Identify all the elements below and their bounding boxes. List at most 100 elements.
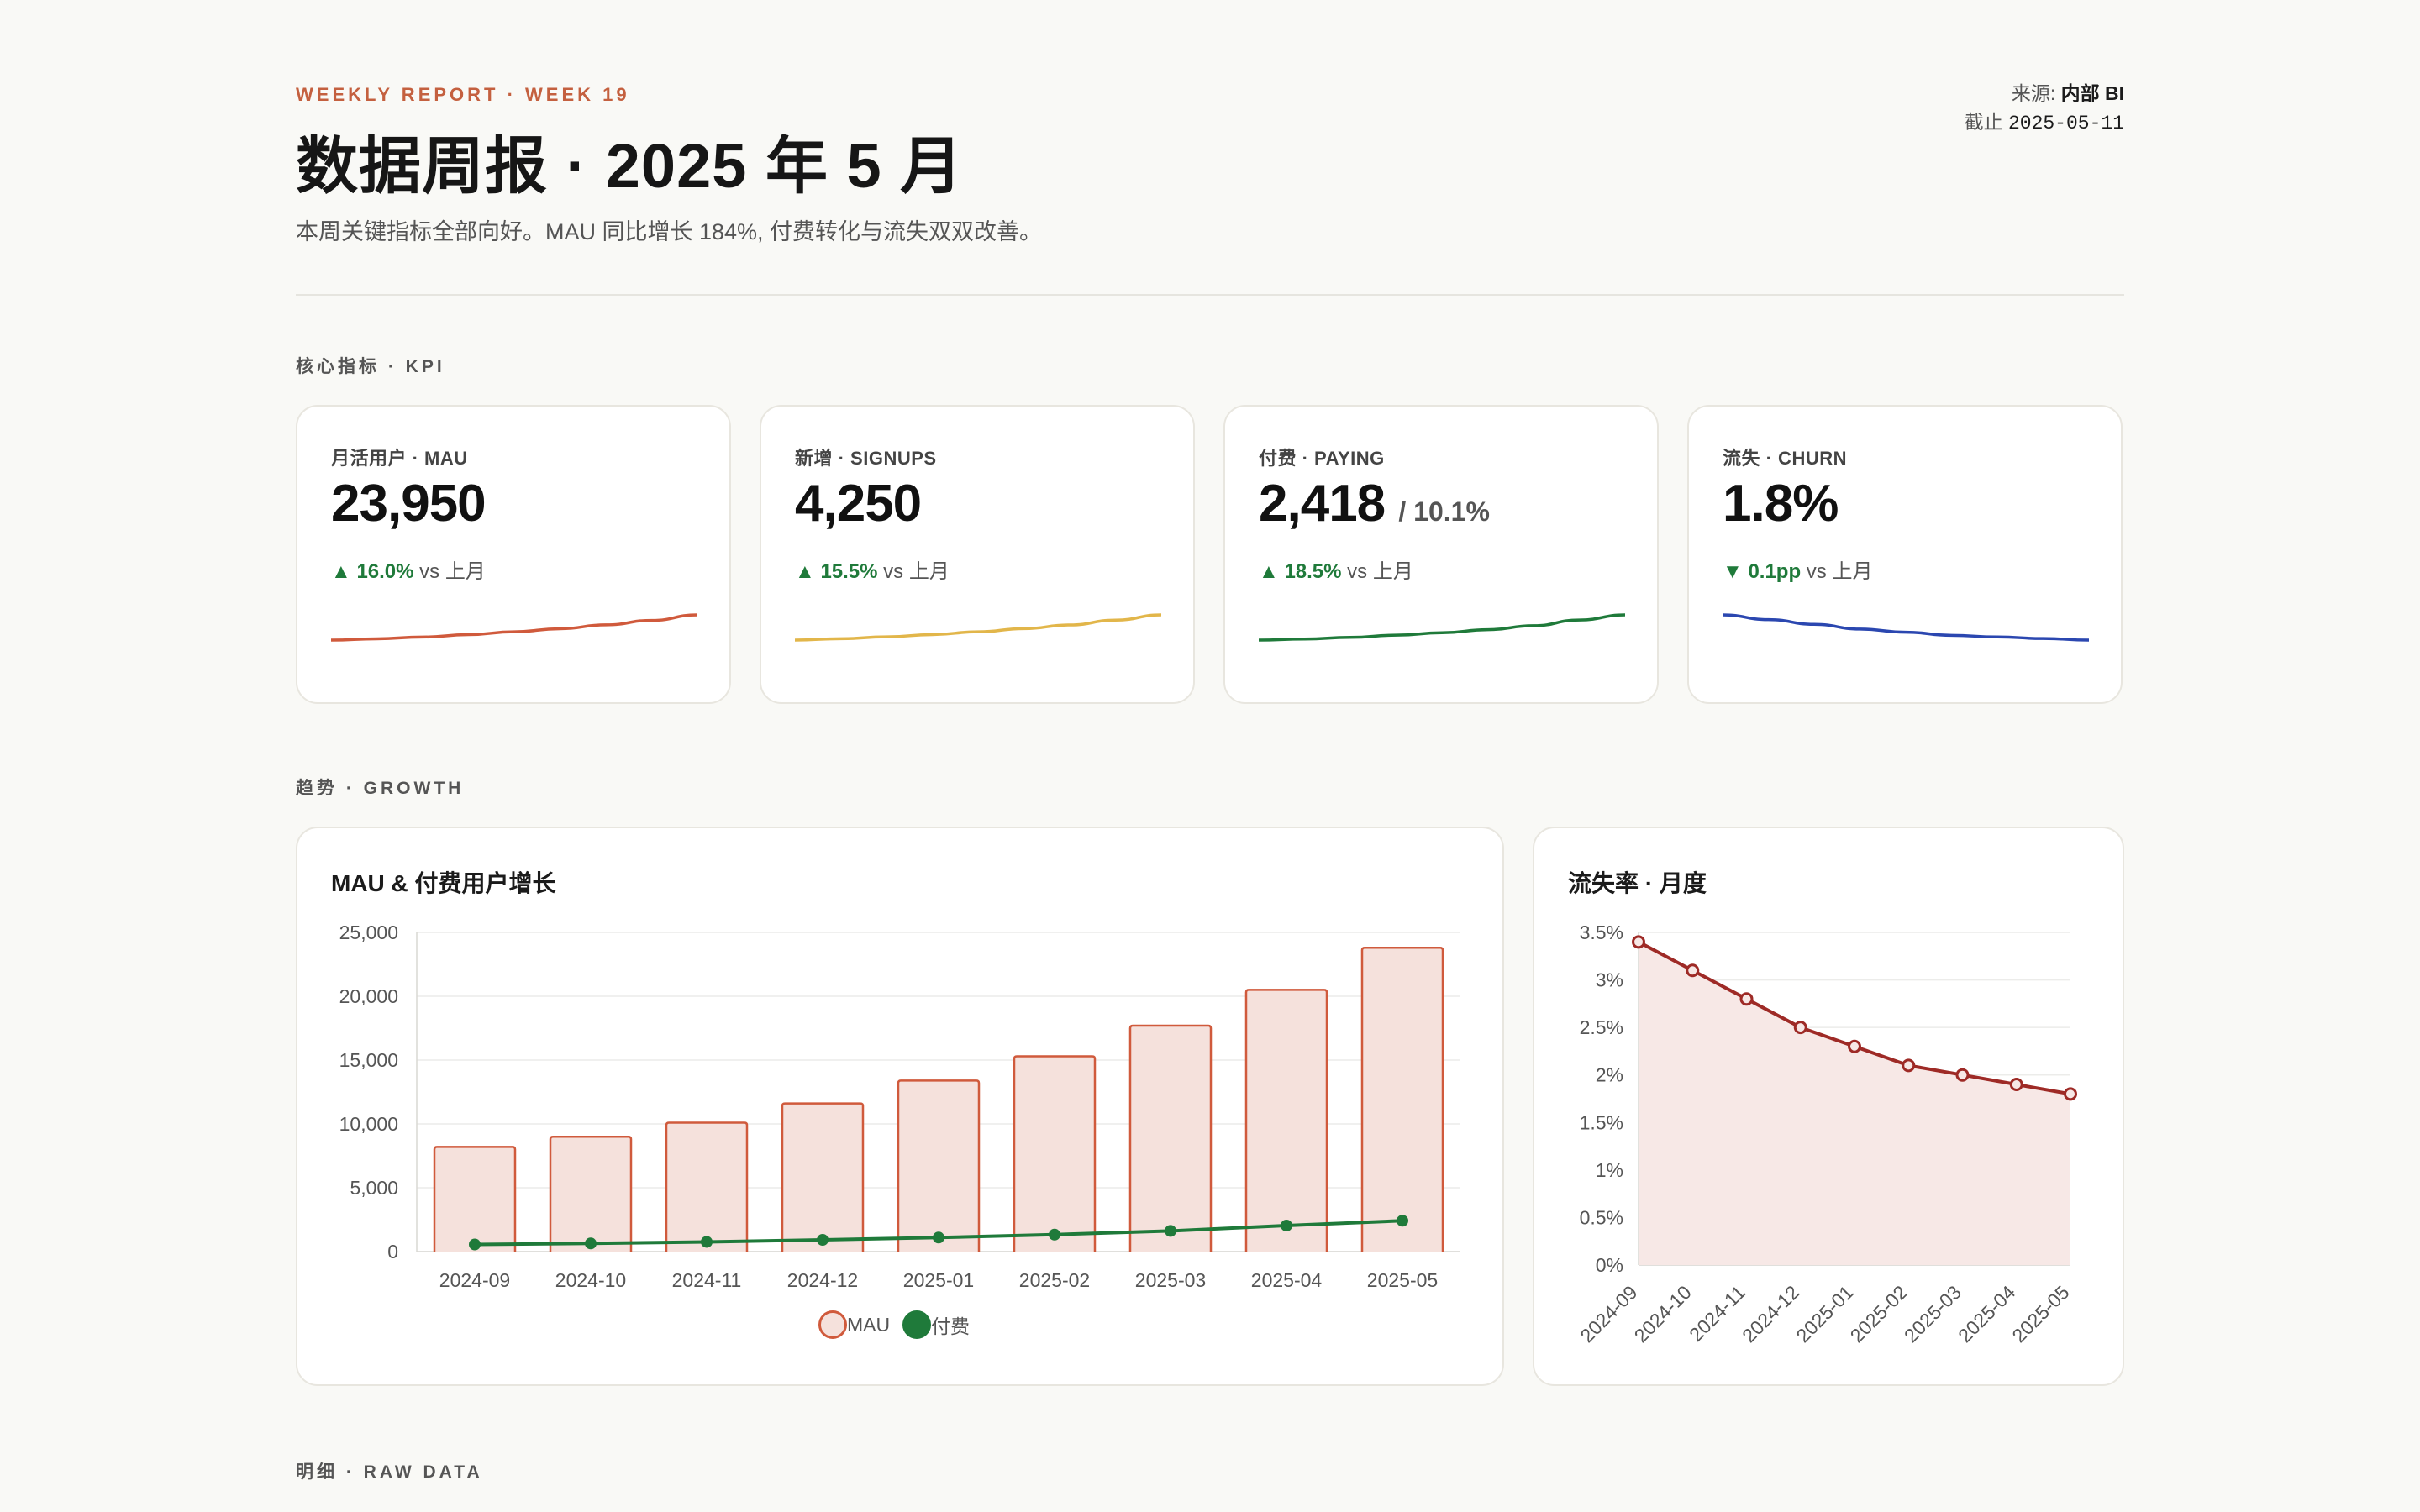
kpi-value: 4,250 xyxy=(795,474,922,533)
kpi-sparkline xyxy=(1259,613,1625,642)
x-tick-label: 2025-05 xyxy=(1367,1269,1438,1291)
source-line: 来源: 内部 BI xyxy=(1965,79,2124,108)
x-tick-label: 2025-01 xyxy=(903,1269,974,1291)
chart-title: MAU & 付费用户增长 xyxy=(331,870,556,896)
growth-chart-card: MAU & 付费用户增长 0 5,000 10,000 15,000 20,000 25,… xyxy=(296,827,1504,1386)
kpi-label: 付费 · PAYING xyxy=(1259,448,1385,469)
kpi-delta-arrow: ▼ xyxy=(1723,560,1743,583)
churn-point xyxy=(1848,1039,1861,1053)
kpi-delta-value: 0.1pp xyxy=(1748,560,1802,583)
churn-chart: 0%0.5%1%1.5%2%2.5%3%3.5%2024-092024-1020… xyxy=(1576,921,2077,1347)
point-paying xyxy=(1049,1228,1060,1241)
cutoff-line: 截止 2025-05-11 xyxy=(1965,108,2124,138)
page-subtitle: 本周关键指标全部向好。MAU 同比增长 184%, 付费转化与流失双双改善。 xyxy=(296,219,1043,244)
churn-area xyxy=(1639,942,2070,1265)
point-paying xyxy=(1397,1215,1408,1227)
x-tick-label: 2025-03 xyxy=(1135,1269,1206,1291)
churn-point xyxy=(2064,1087,2077,1101)
kpi-value: 23,950 xyxy=(331,474,487,533)
bar-mau xyxy=(549,1135,633,1252)
y-tick-label: 1.5% xyxy=(1580,1111,1623,1133)
legend-item-paying[interactable]: 付费 xyxy=(902,1310,970,1339)
y-tick-label: 3% xyxy=(1596,969,1623,991)
x-tick-label: 2024-09 xyxy=(1576,1281,1641,1347)
source-label: 来源: xyxy=(2011,82,2056,104)
kpi-card-paying: 付费 · PAYING 2,418 / 10.1% ▲ 18.5% vs 上月 xyxy=(1223,405,1659,704)
sparkline-path xyxy=(795,613,1161,642)
legend-swatch-mau xyxy=(818,1310,847,1339)
kpi-delta-value: 16.0% xyxy=(356,560,414,583)
churn-point xyxy=(2009,1078,2023,1092)
kpi-delta-suffix: vs 上月 xyxy=(877,560,950,583)
x-tick-label: 2024-11 xyxy=(672,1269,742,1291)
churn-chart-card: 流失率 · 月度 0% 0.5% 1% 1.5% 2% 2.5% 3% 3.5% 2024-09… xyxy=(1533,827,2124,1386)
y-tick-label: 0.5% xyxy=(1580,1206,1623,1228)
churn-point xyxy=(1793,1021,1807,1035)
kpi-delta: ▼ 0.1pp vs 上月 xyxy=(1723,554,1872,584)
kpi-delta-suffix: vs 上月 xyxy=(1341,560,1413,583)
kpi-label: 流失 · CHURN xyxy=(1723,448,1847,469)
kpi-value-text: 2,418 xyxy=(1259,475,1386,533)
y-tick-label: 10,000 xyxy=(339,1113,398,1135)
kpi-value: 1.8% xyxy=(1723,474,1839,533)
x-tick-label: 2025-01 xyxy=(1791,1281,1857,1347)
legend-label-mau: MAU xyxy=(847,1313,891,1336)
y-tick-label: 20,000 xyxy=(339,985,398,1007)
bar-mau xyxy=(897,1079,981,1252)
section-label-raw: 明细 · RAW DATA xyxy=(296,1462,483,1482)
kpi-value: 2,418 / 10.1% xyxy=(1259,474,1490,533)
kpi-delta-arrow: ▲ xyxy=(331,560,351,583)
bar-mau xyxy=(433,1146,517,1252)
x-tick-label: 2025-02 xyxy=(1846,1281,1912,1347)
point-paying xyxy=(585,1237,597,1250)
kpi-sparkline xyxy=(1723,613,2089,642)
x-tick-label: 2024-09 xyxy=(439,1269,510,1291)
kpi-value-text: 1.8% xyxy=(1723,475,1839,533)
y-tick-label: 0% xyxy=(1596,1254,1623,1276)
x-tick-label: 2024-10 xyxy=(555,1269,626,1291)
x-tick-label: 2025-04 xyxy=(1251,1269,1323,1291)
kpi-label: 月活用户 · MAU xyxy=(331,448,468,469)
kpi-delta-value: 18.5% xyxy=(1284,560,1342,583)
point-paying xyxy=(469,1238,481,1251)
sparkline-path xyxy=(1259,613,1625,642)
kpi-delta: ▲ 15.5% vs 上月 xyxy=(795,554,950,584)
point-paying xyxy=(1165,1225,1176,1237)
kpi-value-sub: / 10.1% xyxy=(1398,496,1490,527)
bar-mau xyxy=(665,1121,749,1252)
churn-point xyxy=(1686,963,1700,978)
point-paying xyxy=(1281,1219,1292,1231)
report-eyebrow: WEEKLY REPORT · WEEK 19 xyxy=(296,84,630,105)
y-tick-label: 15,000 xyxy=(339,1049,398,1071)
bar-mau xyxy=(1244,989,1328,1252)
x-tick-label: 2024-11 xyxy=(1685,1281,1749,1346)
x-tick-label: 2025-03 xyxy=(1900,1281,1965,1347)
bar-mau xyxy=(781,1102,865,1252)
cutoff-date: 2025-05-11 xyxy=(2007,113,2124,134)
point-paying xyxy=(701,1236,713,1248)
legend-label-paying: 付费 xyxy=(931,1315,970,1337)
kpi-label: 新增 · SIGNUPS xyxy=(795,448,937,469)
bar-mau xyxy=(1128,1024,1213,1252)
churn-point xyxy=(1902,1058,1916,1073)
point-paying xyxy=(817,1234,829,1247)
sparkline-path xyxy=(331,613,697,642)
chart-title: 流失率 · 月度 xyxy=(1568,870,1707,896)
y-tick-label: 1% xyxy=(1596,1159,1623,1181)
cutoff-label: 截止 xyxy=(1964,111,2003,133)
x-tick-label: 2024-12 xyxy=(787,1269,858,1291)
x-tick-label: 2024-10 xyxy=(1630,1281,1696,1347)
y-tick-label: 3.5% xyxy=(1580,921,1623,943)
kpi-delta-suffix: vs 上月 xyxy=(413,560,486,583)
kpi-sparkline xyxy=(331,613,697,642)
y-tick-label: 2.5% xyxy=(1580,1016,1623,1038)
kpi-card-signups: 新增 · SIGNUPS 4,250 ▲ 15.5% vs 上月 xyxy=(760,405,1195,704)
x-tick-label: 2025-05 xyxy=(2007,1281,2073,1347)
x-tick-label: 2025-04 xyxy=(1954,1281,2019,1347)
report-meta: 来源: 内部 BI 截止 2025-05-11 xyxy=(1965,79,2124,138)
bar-mau xyxy=(1360,946,1444,1252)
y-tick-label: 2% xyxy=(1596,1064,1623,1086)
kpi-delta-value: 15.5% xyxy=(820,560,878,583)
legend-item-mau[interactable]: MAU xyxy=(818,1310,890,1339)
x-tick-label: 2025-02 xyxy=(1019,1269,1090,1291)
